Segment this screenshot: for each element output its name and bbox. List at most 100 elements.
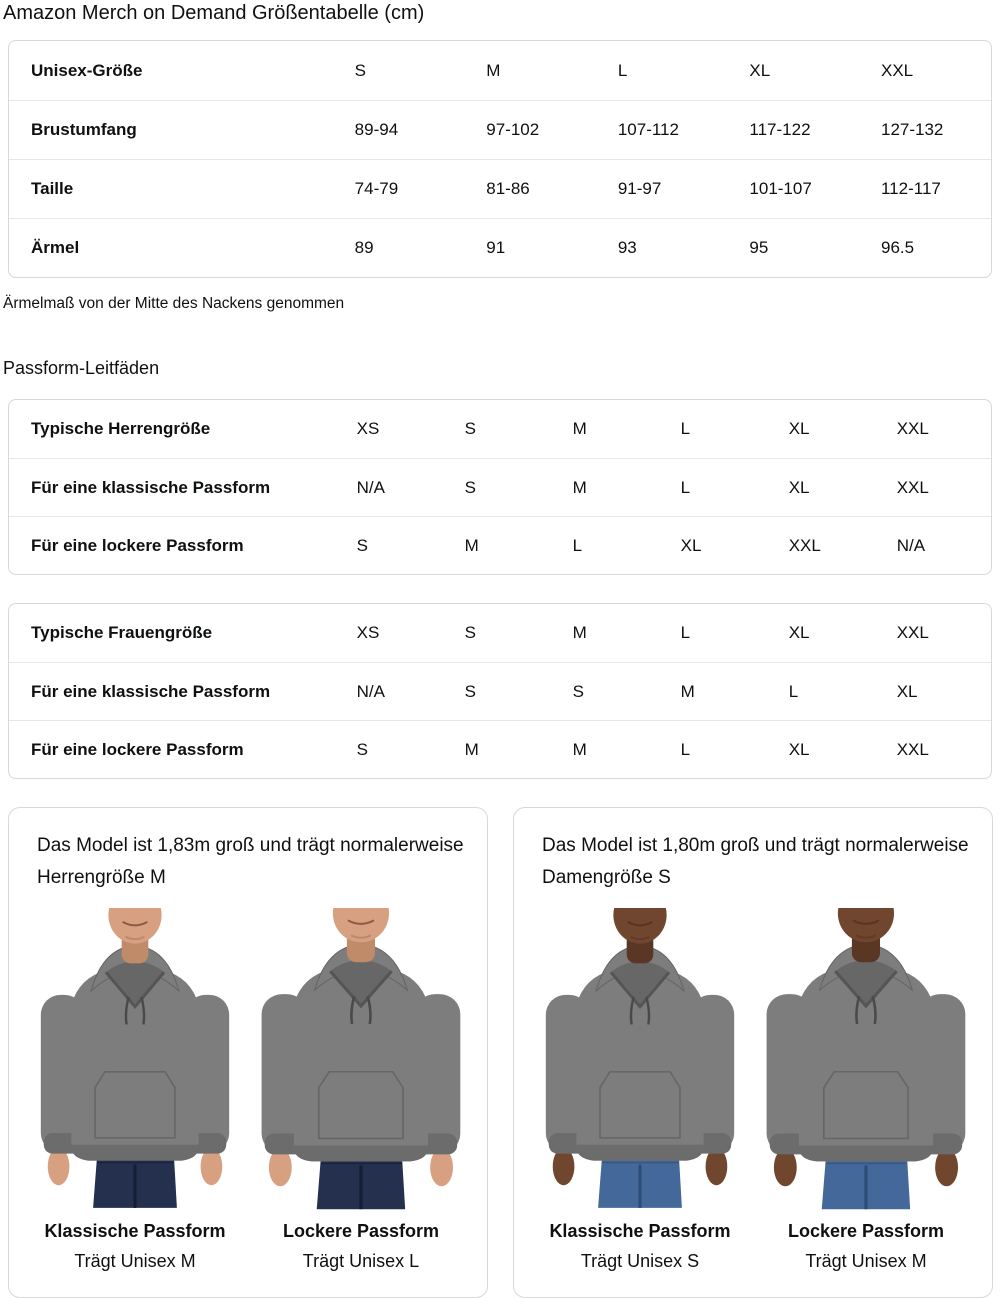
table-row: Brustumfang 89-94 97-102 107-112 117-122… [9, 100, 991, 159]
size-cell: XS [356, 419, 380, 438]
fit-label: Lockere Passform [787, 1220, 945, 1241]
size-cell: XXL [880, 60, 914, 80]
value-cell: M [680, 662, 789, 720]
row-label: Für eine lockere Passform [9, 720, 357, 778]
value-cell: 81-86 [486, 159, 618, 218]
value-cell: XL [788, 458, 897, 516]
fit-size-label: Trägt Unisex L [302, 1250, 420, 1271]
size-cell: L [617, 60, 628, 80]
value-cell: 95 [749, 218, 881, 277]
value-cell: 97-102 [486, 100, 618, 159]
value-cell: XL [896, 662, 991, 720]
value-cell: 107-112 [617, 100, 750, 159]
value-cell: 89-94 [354, 100, 487, 159]
size-cell: XXL [896, 419, 929, 438]
women-loose-figure: Lockere Passform Trägt Unisex M [756, 908, 976, 1272]
value-cell: 112-117 [880, 159, 991, 218]
value-cell: L [680, 720, 789, 778]
row-label: Für eine lockere Passform [9, 516, 357, 574]
women-model-card: Das Model ist 1,80m groß und trägt norma… [513, 807, 993, 1298]
value-cell: M [572, 458, 681, 516]
size-cell: S [464, 419, 476, 438]
value-cell: L [680, 458, 789, 516]
row-label: Typische Frauengröße [31, 623, 213, 642]
value-cell: XXL [896, 458, 991, 516]
value-cell: XL [788, 720, 897, 778]
value-cell: L [572, 516, 681, 574]
table-row: Typische Frauengröße XS S M L XL XXL [9, 604, 991, 662]
fit-label: Klassische Passform [549, 1220, 731, 1241]
men-classic-fit-photo [28, 908, 242, 1210]
women-classic-figure: Klassische Passform Trägt Unisex S [530, 908, 750, 1272]
value-cell: M [464, 516, 573, 574]
men-model-card: Das Model ist 1,83m groß und trägt norma… [8, 807, 488, 1298]
row-label: Brustumfang [9, 100, 355, 159]
value-cell: 117-122 [749, 100, 881, 159]
table-row: Für eine lockere Passform S M L XL XXL N… [9, 516, 991, 574]
value-cell: N/A [356, 662, 465, 720]
row-label: Für eine klassische Passform [9, 458, 357, 516]
fit-label: Lockere Passform [282, 1220, 440, 1241]
row-label: Ärmel [9, 218, 355, 277]
value-cell: S [572, 662, 681, 720]
fit-size-label: Trägt Unisex M [805, 1250, 927, 1271]
size-cell: XL [788, 419, 810, 438]
men-loose-fit-photo [254, 908, 468, 1210]
men-classic-figure: Klassische Passform Trägt Unisex M [25, 908, 245, 1272]
unisex-size-table: Unisex-Größe S M L XL XXL Brustumfang 89… [8, 40, 992, 278]
value-cell: L [788, 662, 897, 720]
table-row: Taille 74-79 81-86 91-97 101-107 112-117 [9, 159, 991, 218]
row-label: Unisex-Größe [31, 60, 143, 80]
value-cell: 93 [617, 218, 750, 277]
value-cell: XL [680, 516, 789, 574]
women-model-caption: Das Model ist 1,80m groß und trägt norma… [542, 835, 969, 888]
value-cell: XXL [896, 720, 991, 778]
table-row: Für eine klassische Passform N/A S M L X… [9, 458, 991, 516]
size-cell: M [572, 419, 587, 438]
value-cell: N/A [356, 458, 465, 516]
size-cell: XXL [896, 623, 929, 642]
page-title: Amazon Merch on Demand Größentabelle (cm… [3, 2, 425, 24]
women-fit-table: Typische Frauengröße XS S M L XL XXL Für… [8, 603, 992, 779]
women-loose-fit-photo [759, 908, 973, 1210]
row-label: Für eine klassische Passform [9, 662, 357, 720]
size-cell: XL [788, 623, 810, 642]
value-cell: S [464, 458, 573, 516]
value-cell: S [356, 516, 465, 574]
women-classic-fit-photo [533, 908, 747, 1210]
size-cell: S [464, 623, 476, 642]
value-cell: S [356, 720, 465, 778]
value-cell: 101-107 [749, 159, 881, 218]
row-label: Taille [9, 159, 355, 218]
fit-size-label: Trägt Unisex M [74, 1250, 196, 1271]
size-cell: M [486, 60, 501, 80]
size-cell: XS [356, 623, 380, 642]
fit-guides-heading: Passform-Leitfäden [3, 358, 160, 378]
value-cell: 74-79 [354, 159, 487, 218]
sleeve-measure-note: Ärmelmaß von der Mitte des Nackens genom… [3, 295, 345, 312]
value-cell: 89 [354, 218, 487, 277]
value-cell: 127-132 [880, 100, 991, 159]
value-cell: S [464, 662, 573, 720]
fit-size-label: Trägt Unisex S [580, 1250, 700, 1271]
value-cell: N/A [896, 516, 991, 574]
table-row: Für eine lockere Passform S M M L XL XXL [9, 720, 991, 778]
value-cell: 91-97 [617, 159, 750, 218]
value-cell: M [572, 720, 681, 778]
table-row: Ärmel 89 91 93 95 96.5 [9, 218, 991, 277]
men-model-caption: Das Model ist 1,83m groß und trägt norma… [37, 835, 464, 888]
size-cell: L [680, 419, 691, 438]
size-cell: L [680, 623, 691, 642]
table-row: Für eine klassische Passform N/A S S M L… [9, 662, 991, 720]
row-label: Typische Herrengröße [31, 419, 211, 438]
value-cell: 91 [486, 218, 618, 277]
table-row: Unisex-Größe S M L XL XXL [9, 41, 991, 100]
value-cell: 96.5 [880, 218, 991, 277]
size-cell: S [354, 60, 367, 80]
value-cell: XXL [788, 516, 897, 574]
value-cell: M [464, 720, 573, 778]
size-cell: XL [749, 60, 771, 80]
fit-label: Klassische Passform [44, 1220, 226, 1241]
men-loose-figure: Lockere Passform Trägt Unisex L [251, 908, 471, 1272]
model-cards: Das Model ist 1,83m groß und trägt norma… [8, 807, 993, 1298]
